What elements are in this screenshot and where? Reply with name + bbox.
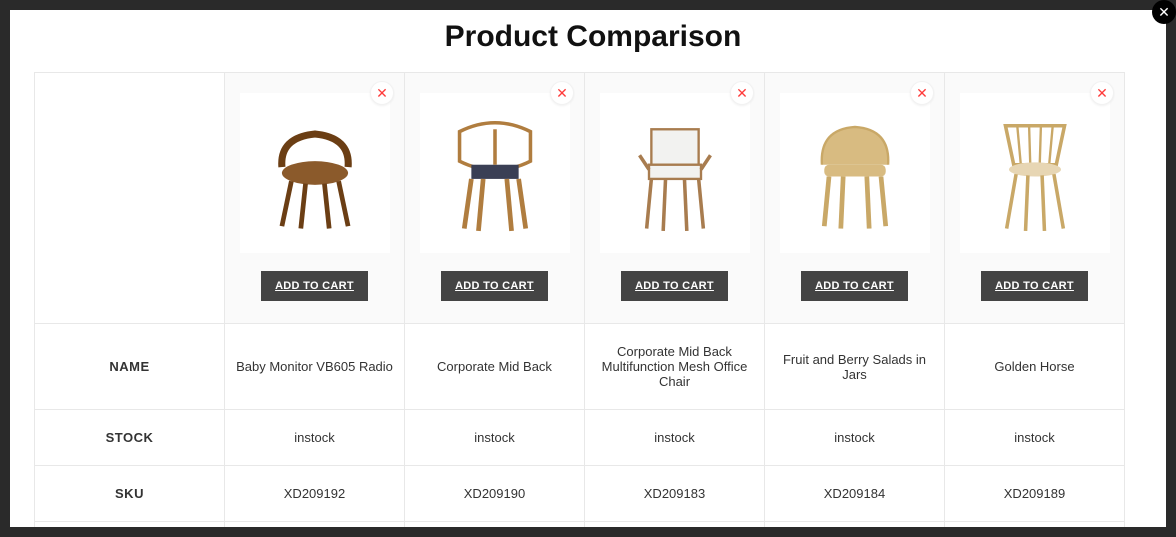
product-stock: instock: [945, 410, 1125, 466]
product-stock: instock: [765, 410, 945, 466]
close-icon: ✕: [376, 86, 388, 100]
close-modal-button[interactable]: ✕: [1152, 0, 1176, 24]
product-name: Baby Monitor VB605 Radio: [225, 324, 405, 410]
close-icon: ✕: [556, 86, 568, 100]
table-row-sku: SKU XD209192 XD209190 XD209183 XD209184 …: [35, 466, 1125, 522]
row-label-name: NAME: [35, 324, 225, 410]
add-to-cart-button[interactable]: ADD TO CART: [261, 271, 368, 301]
product-stock: instock: [225, 410, 405, 466]
table-row-price: PRICE £120.00–£150.00 £150.00£120.00 £13…: [35, 522, 1125, 528]
close-icon: ✕: [916, 86, 928, 100]
comparison-table: ✕ ADD TO CART ✕: [34, 72, 1125, 527]
close-icon: ✕: [1158, 5, 1170, 19]
remove-product-button[interactable]: ✕: [550, 81, 574, 105]
product-cell: ✕ ADD TO CART: [765, 73, 945, 324]
chair-icon: [255, 108, 375, 238]
product-sku: XD209192: [225, 466, 405, 522]
product-name: Corporate Mid Back Multifunction Mesh Of…: [585, 324, 765, 410]
product-image: [420, 93, 570, 253]
add-to-cart-button[interactable]: ADD TO CART: [621, 271, 728, 301]
add-to-cart-button[interactable]: ADD TO CART: [801, 271, 908, 301]
product-price: £139.00£130.00: [585, 522, 765, 528]
product-sku: XD209190: [405, 466, 585, 522]
product-price: £119.00–£169.00: [765, 522, 945, 528]
product-stock: instock: [405, 410, 585, 466]
product-image: [960, 93, 1110, 253]
product-stock: instock: [585, 410, 765, 466]
comparison-modal: Product Comparison ✕: [10, 10, 1166, 527]
close-icon: ✕: [1096, 86, 1108, 100]
product-cell: ✕ ADD TO CART: [405, 73, 585, 324]
add-to-cart-button[interactable]: ADD TO CART: [441, 271, 548, 301]
product-cell: ✕: [945, 73, 1125, 324]
remove-product-button[interactable]: ✕: [1090, 81, 1114, 105]
product-name: Golden Horse: [945, 324, 1125, 410]
product-sku: XD209184: [765, 466, 945, 522]
scroll-area[interactable]: Product Comparison ✕: [24, 10, 1162, 527]
table-row-products: ✕ ADD TO CART ✕: [35, 73, 1125, 324]
product-image: [600, 93, 750, 253]
add-to-cart-button[interactable]: ADD TO CART: [981, 271, 1088, 301]
product-cell: ✕ ADD TO CART: [225, 73, 405, 324]
product-price: £150.00£120.00: [405, 522, 585, 528]
product-image: [240, 93, 390, 253]
product-sku: XD209189: [945, 466, 1125, 522]
chair-icon: [795, 108, 915, 238]
chair-icon: [975, 108, 1095, 238]
product-image: [780, 93, 930, 253]
table-row-name: NAME Baby Monitor VB605 Radio Corporate …: [35, 324, 1125, 410]
product-price: £120.00–£150.00: [225, 522, 405, 528]
table-row-stock: STOCK instock instock instock instock in…: [35, 410, 1125, 466]
close-icon: ✕: [736, 86, 748, 100]
page-title: Product Comparison: [24, 20, 1162, 54]
product-name: Fruit and Berry Salads in Jars: [765, 324, 945, 410]
remove-product-button[interactable]: ✕: [730, 81, 754, 105]
remove-product-button[interactable]: ✕: [910, 81, 934, 105]
product-price: £150.00£120.00: [945, 522, 1125, 528]
row-label-price: PRICE: [35, 522, 225, 528]
chair-icon: [615, 108, 735, 238]
row-label-stock: STOCK: [35, 410, 225, 466]
chair-icon: [435, 108, 555, 238]
product-sku: XD209183: [585, 466, 765, 522]
product-cell: ✕ ADD TO CART: [585, 73, 765, 324]
row-label-sku: SKU: [35, 466, 225, 522]
row-label-empty: [35, 73, 225, 324]
product-name: Corporate Mid Back: [405, 324, 585, 410]
remove-product-button[interactable]: ✕: [370, 81, 394, 105]
